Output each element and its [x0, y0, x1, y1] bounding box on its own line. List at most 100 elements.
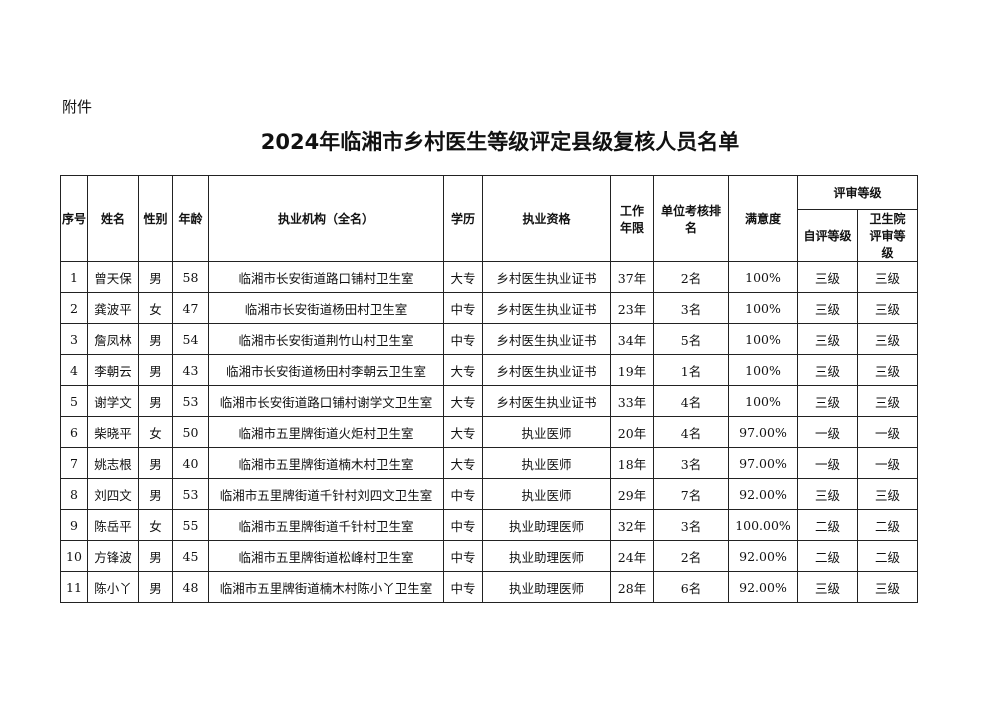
cell-gender: 女 [138, 416, 173, 448]
cell-qualification: 乡村医生执业证书 [482, 323, 611, 355]
cell-rank: 3名 [653, 509, 729, 541]
cell-qualification: 乡村医生执业证书 [482, 354, 611, 386]
cell-age: 50 [172, 416, 209, 448]
cell-satisfaction: 97.00% [728, 447, 798, 479]
cell-gender: 男 [138, 478, 173, 510]
cell-institution: 临湘市五里牌街道楠木村卫生室 [208, 447, 444, 479]
cell-self-grade: 三级 [797, 478, 858, 510]
header-qualification: 执业资格 [482, 175, 611, 262]
cell-name: 姚志根 [87, 447, 139, 479]
cell-name: 谢学文 [87, 385, 139, 417]
cell-years: 32年 [610, 509, 654, 541]
cell-clinic-grade: 二级 [857, 509, 918, 541]
cell-years: 34年 [610, 323, 654, 355]
header-satisfaction: 满意度 [728, 175, 798, 262]
cell-no: 10 [60, 540, 88, 572]
cell-education: 大专 [443, 354, 483, 386]
table-row: 8 刘四文男 53 临湘市五里牌街道千针村刘四文卫生室 中专 执业医师 29年 7名 92.00… [60, 478, 918, 510]
cell-years: 18年 [610, 447, 654, 479]
cell-gender: 男 [138, 447, 173, 479]
cell-clinic-grade: 三级 [857, 261, 918, 293]
cell-self-grade: 一级 [797, 416, 858, 448]
cell-satisfaction: 100.00% [728, 509, 798, 541]
cell-years: 33年 [610, 385, 654, 417]
cell-institution: 临湘市长安街道路口铺村谢学文卫生室 [208, 385, 444, 417]
cell-age: 47 [172, 292, 209, 324]
cell-qualification: 执业助理医师 [482, 509, 611, 541]
cell-institution: 临湘市五里牌街道千针村卫生室 [208, 509, 444, 541]
cell-education: 大专 [443, 385, 483, 417]
cell-education: 中专 [443, 292, 483, 324]
cell-self-grade: 三级 [797, 571, 858, 603]
header-no: 序号 [60, 175, 88, 262]
cell-self-grade: 二级 [797, 509, 858, 541]
cell-satisfaction: 100% [728, 292, 798, 324]
header-clinic-grade: 卫生院评审等级 [857, 209, 918, 262]
cell-satisfaction: 100% [728, 323, 798, 355]
cell-age: 43 [172, 354, 209, 386]
cell-age: 45 [172, 540, 209, 572]
table-row: 3 詹凤林男 54 临湘市长安街道荆竹山村卫生室 中专 乡村医生执业证书 34年 5名 100%… [60, 323, 918, 355]
header-rank: 单位考核排名 [653, 175, 729, 262]
cell-name: 陈小丫 [87, 571, 139, 603]
cell-institution: 临湘市五里牌街道火炬村卫生室 [208, 416, 444, 448]
cell-rank: 2名 [653, 540, 729, 572]
table-row: 4 李朝云男 43 临湘市长安街道杨田村李朝云卫生室 大专 乡村医生执业证书 19年 1名 10… [60, 354, 918, 386]
table-row: 1 曾天保男 58 临湘市长安街道路口铺村卫生室 大专 乡村医生执业证书 37年 2名 100%… [60, 261, 918, 293]
cell-name: 柴晓平 [87, 416, 139, 448]
cell-years: 23年 [610, 292, 654, 324]
cell-no: 11 [60, 571, 88, 603]
cell-qualification: 执业助理医师 [482, 540, 611, 572]
cell-institution: 临湘市长安街道荆竹山村卫生室 [208, 323, 444, 355]
cell-name: 曾天保 [87, 261, 139, 293]
cell-no: 5 [60, 385, 88, 417]
cell-gender: 男 [138, 571, 173, 603]
cell-age: 54 [172, 323, 209, 355]
cell-no: 3 [60, 323, 88, 355]
cell-gender: 男 [138, 354, 173, 386]
cell-qualification: 乡村医生执业证书 [482, 261, 611, 293]
cell-no: 9 [60, 509, 88, 541]
cell-clinic-grade: 三级 [857, 323, 918, 355]
table-row: 6 柴晓平女 50 临湘市五里牌街道火炬村卫生室 大专 执业医师 20年 4名 97.00% 一级… [60, 416, 918, 448]
table-row: 7 姚志根男 40 临湘市五里牌街道楠木村卫生室 大专 执业医师 18年 3名 97.00% 一级… [60, 447, 918, 479]
cell-age: 58 [172, 261, 209, 293]
cell-clinic-grade: 二级 [857, 540, 918, 572]
cell-qualification: 执业医师 [482, 478, 611, 510]
cell-age: 48 [172, 571, 209, 603]
cell-no: 4 [60, 354, 88, 386]
header-grade: 评审等级 [797, 175, 918, 210]
attachment-label: 附件 [62, 98, 93, 116]
cell-education: 大专 [443, 416, 483, 448]
cell-no: 8 [60, 478, 88, 510]
cell-name: 刘四文 [87, 478, 139, 510]
header-education: 学历 [443, 175, 483, 262]
cell-name: 李朝云 [87, 354, 139, 386]
cell-gender: 女 [138, 509, 173, 541]
cell-self-grade: 三级 [797, 292, 858, 324]
cell-gender: 男 [138, 261, 173, 293]
table-row: 9 陈岳平女 55 临湘市五里牌街道千针村卫生室 中专 执业助理医师 32年 3名 100.00… [60, 509, 918, 541]
cell-clinic-grade: 三级 [857, 571, 918, 603]
cell-no: 6 [60, 416, 88, 448]
cell-age: 55 [172, 509, 209, 541]
table-row: 5 谢学文男 53 临湘市长安街道路口铺村谢学文卫生室 大专 乡村医生执业证书 33年 4名 1… [60, 385, 918, 417]
cell-clinic-grade: 三级 [857, 385, 918, 417]
cell-name: 詹凤林 [87, 323, 139, 355]
cell-institution: 临湘市长安街道杨田村李朝云卫生室 [208, 354, 444, 386]
header-name: 姓名 [87, 175, 139, 262]
cell-years: 19年 [610, 354, 654, 386]
cell-years: 28年 [610, 571, 654, 603]
cell-rank: 5名 [653, 323, 729, 355]
cell-qualification: 乡村医生执业证书 [482, 385, 611, 417]
cell-clinic-grade: 一级 [857, 416, 918, 448]
cell-no: 7 [60, 447, 88, 479]
cell-rank: 4名 [653, 416, 729, 448]
cell-gender: 女 [138, 292, 173, 324]
cell-education: 中专 [443, 509, 483, 541]
cell-institution: 临湘市长安街道路口铺村卫生室 [208, 261, 444, 293]
cell-self-grade: 三级 [797, 354, 858, 386]
cell-years: 24年 [610, 540, 654, 572]
cell-self-grade: 三级 [797, 261, 858, 293]
cell-clinic-grade: 三级 [857, 354, 918, 386]
